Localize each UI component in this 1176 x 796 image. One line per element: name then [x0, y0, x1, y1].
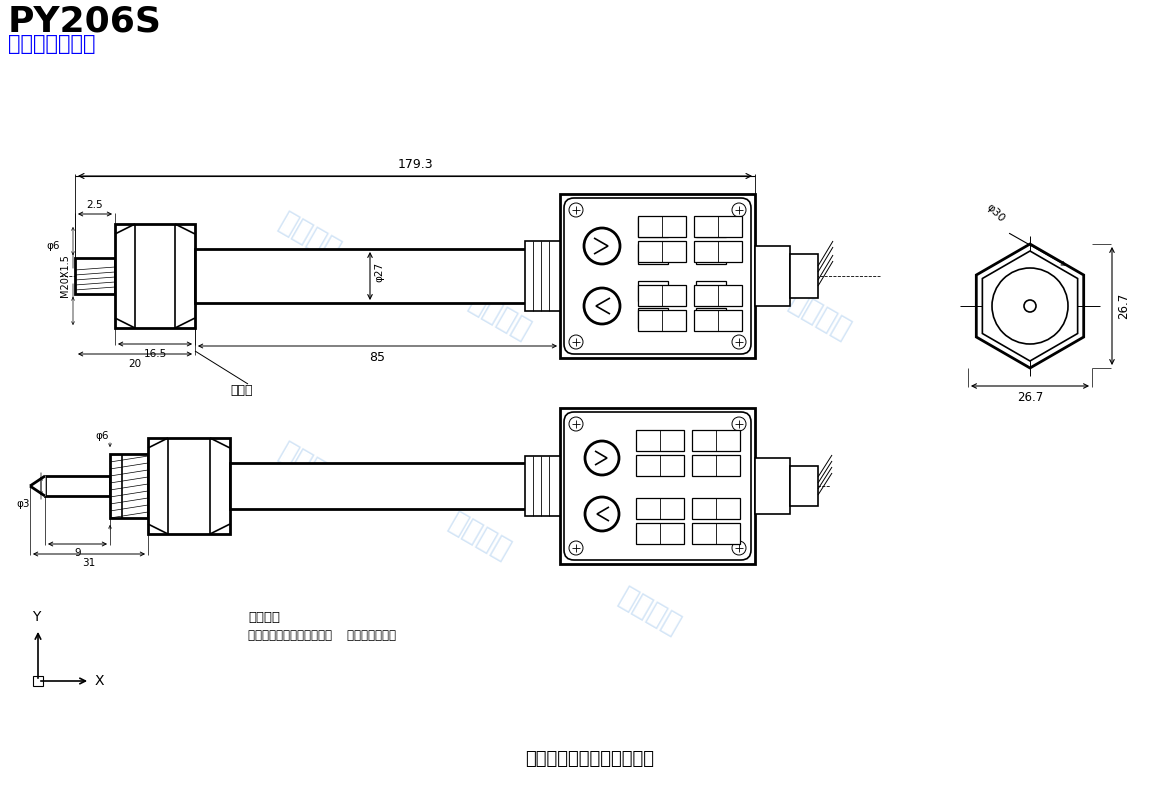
Bar: [148, 438, 230, 534]
Circle shape: [584, 441, 619, 475]
Bar: [691, 498, 740, 519]
Bar: [694, 285, 742, 306]
Bar: [639, 285, 686, 306]
Text: φ6: φ6: [46, 241, 60, 251]
Bar: [33, 676, 44, 686]
Circle shape: [569, 335, 583, 349]
Text: φ30: φ30: [984, 202, 1007, 224]
Circle shape: [584, 288, 620, 324]
Bar: [560, 194, 755, 358]
Circle shape: [993, 268, 1068, 344]
Text: Y: Y: [32, 610, 40, 624]
Bar: [696, 308, 726, 328]
Text: 数显压力变送器: 数显压力变送器: [8, 34, 95, 54]
Text: 一众传感: 一众传感: [465, 287, 536, 345]
Circle shape: [731, 203, 746, 217]
Bar: [691, 430, 740, 451]
Text: 一众传感: 一众传感: [784, 287, 856, 345]
Circle shape: [1024, 300, 1036, 312]
Bar: [696, 281, 726, 301]
Text: 一众传感: 一众传感: [274, 437, 346, 495]
Bar: [694, 241, 742, 262]
Bar: [636, 430, 684, 451]
Bar: [694, 310, 742, 331]
Circle shape: [731, 541, 746, 555]
FancyBboxPatch shape: [564, 198, 751, 354]
Text: 一众传感: 一众传感: [274, 207, 346, 265]
Text: 佛山一众传感仪器有限公司: 佛山一众传感仪器有限公司: [526, 750, 655, 768]
Text: 一众传感: 一众传感: [445, 507, 516, 564]
Bar: [639, 216, 686, 237]
Bar: [111, 454, 148, 518]
Text: M20X1.5: M20X1.5: [60, 255, 71, 298]
Text: 20: 20: [128, 359, 141, 369]
Polygon shape: [31, 476, 45, 496]
Bar: [524, 456, 560, 516]
Bar: [636, 523, 684, 544]
Text: 179.3: 179.3: [397, 158, 433, 171]
Circle shape: [569, 203, 583, 217]
Bar: [755, 246, 790, 306]
Circle shape: [584, 228, 620, 264]
Text: 2.5: 2.5: [87, 200, 103, 210]
Bar: [696, 244, 726, 264]
Polygon shape: [982, 251, 1077, 361]
Bar: [639, 241, 686, 262]
Bar: [755, 458, 790, 514]
Bar: [524, 241, 560, 311]
Circle shape: [731, 335, 746, 349]
Bar: [75, 258, 115, 294]
Bar: [639, 244, 668, 264]
Bar: [790, 254, 818, 298]
Text: φ27: φ27: [374, 262, 385, 282]
Bar: [636, 455, 684, 476]
FancyBboxPatch shape: [564, 412, 751, 560]
Text: 电流输出：红色线：电源正    黑色线：输出正: 电流输出：红色线：电源正 黑色线：输出正: [248, 629, 396, 642]
Bar: [639, 308, 668, 328]
Bar: [691, 455, 740, 476]
Text: 一众传感: 一众传感: [614, 582, 686, 640]
Bar: [639, 310, 686, 331]
Bar: [560, 408, 755, 564]
Bar: [691, 523, 740, 544]
Text: φ3: φ3: [16, 499, 29, 509]
Bar: [639, 281, 668, 301]
Text: 接线说明: 接线说明: [248, 611, 280, 624]
Text: PY206S: PY206S: [8, 4, 162, 38]
Bar: [694, 216, 742, 237]
Circle shape: [584, 497, 619, 531]
Text: 31: 31: [82, 558, 95, 568]
Text: 引压孔: 引压孔: [230, 384, 253, 397]
Bar: [790, 466, 818, 506]
Bar: [45, 476, 111, 496]
Text: X: X: [95, 674, 105, 688]
Text: 9: 9: [74, 548, 81, 558]
Circle shape: [569, 541, 583, 555]
Bar: [696, 217, 726, 237]
Text: 26.7: 26.7: [1117, 293, 1130, 319]
Text: 26.7: 26.7: [1017, 391, 1043, 404]
Bar: [230, 463, 560, 509]
Circle shape: [731, 417, 746, 431]
Bar: [195, 249, 560, 303]
Bar: [639, 217, 668, 237]
Polygon shape: [976, 244, 1084, 368]
Text: φ6: φ6: [95, 431, 108, 441]
Bar: [636, 498, 684, 519]
Text: 16.5: 16.5: [143, 349, 167, 359]
Bar: [115, 224, 195, 328]
Circle shape: [569, 417, 583, 431]
Text: 85: 85: [369, 351, 386, 364]
